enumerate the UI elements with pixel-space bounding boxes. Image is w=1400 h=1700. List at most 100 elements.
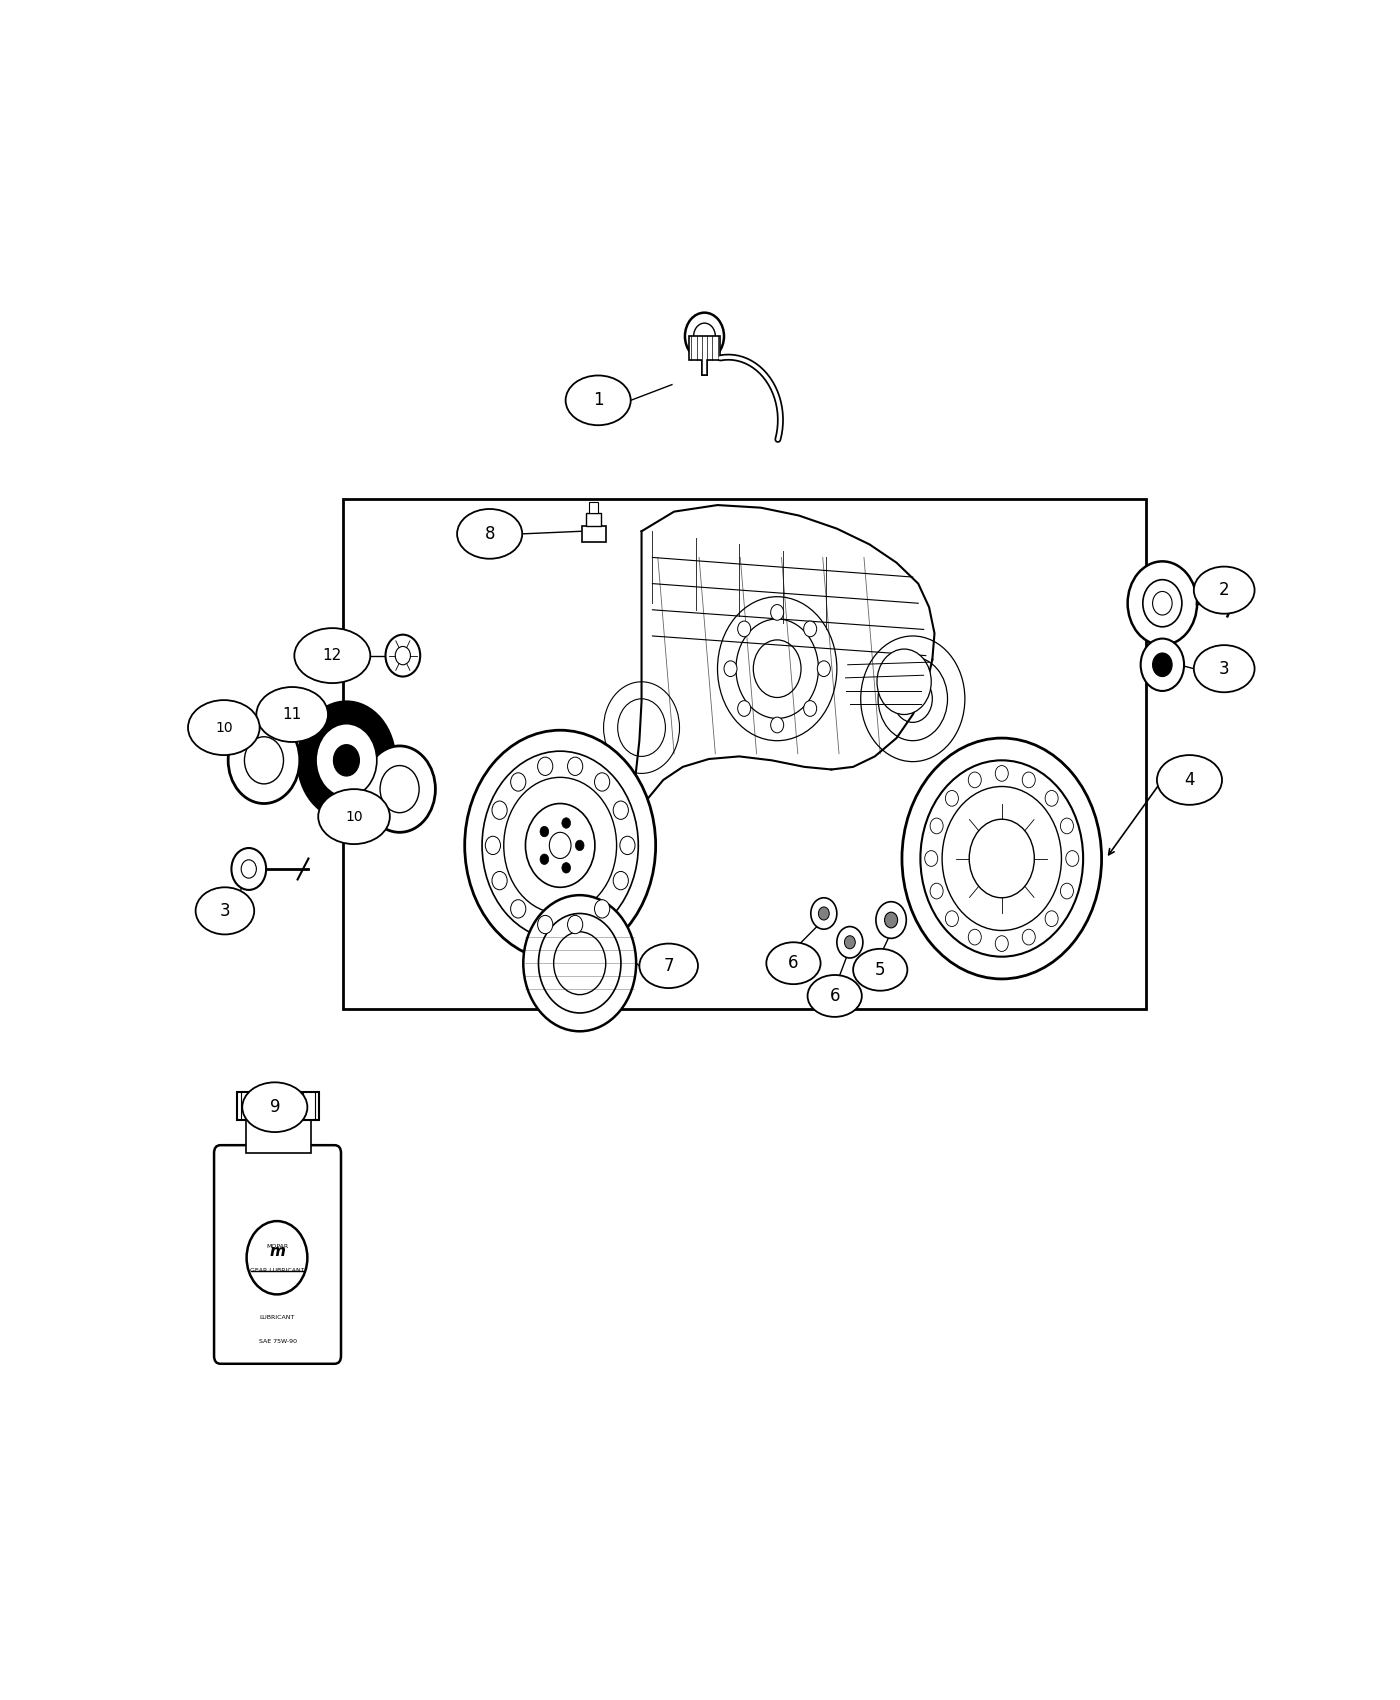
Circle shape (925, 850, 938, 867)
Circle shape (1127, 561, 1197, 644)
Circle shape (1022, 930, 1035, 945)
Circle shape (819, 906, 829, 920)
Circle shape (245, 736, 283, 784)
Circle shape (231, 848, 266, 889)
Circle shape (524, 896, 636, 1032)
Circle shape (945, 790, 959, 806)
Circle shape (1141, 639, 1184, 690)
Text: MOPAR: MOPAR (266, 1244, 288, 1249)
Circle shape (549, 833, 571, 858)
Circle shape (385, 634, 420, 677)
Circle shape (316, 724, 377, 797)
Circle shape (738, 620, 750, 638)
Circle shape (241, 860, 256, 879)
Circle shape (969, 930, 981, 945)
Circle shape (613, 872, 629, 889)
Text: 2: 2 (1219, 581, 1229, 598)
Ellipse shape (1194, 644, 1254, 692)
Ellipse shape (1194, 566, 1254, 614)
Text: SAE 75W-90: SAE 75W-90 (259, 1338, 297, 1343)
Circle shape (491, 801, 507, 819)
Circle shape (930, 818, 944, 833)
Bar (237, 1091, 319, 1120)
Bar (582, 525, 606, 542)
Ellipse shape (808, 976, 862, 1017)
Ellipse shape (566, 376, 630, 425)
Text: 11: 11 (283, 707, 302, 722)
Circle shape (1022, 772, 1035, 787)
Text: 9: 9 (270, 1098, 280, 1117)
Circle shape (1060, 818, 1074, 833)
Circle shape (379, 765, 419, 813)
Circle shape (333, 745, 360, 775)
Circle shape (1060, 884, 1074, 899)
Circle shape (811, 898, 837, 930)
Circle shape (844, 935, 855, 949)
Circle shape (930, 884, 944, 899)
Circle shape (620, 836, 636, 855)
Text: 7: 7 (664, 957, 673, 974)
Text: LUBRICANT: LUBRICANT (260, 1316, 295, 1319)
Circle shape (945, 911, 959, 927)
Circle shape (804, 700, 816, 716)
Circle shape (995, 935, 1008, 952)
Text: m: m (269, 1244, 286, 1258)
Circle shape (770, 605, 784, 620)
Circle shape (724, 661, 736, 677)
Bar (689, 337, 720, 360)
Circle shape (804, 620, 816, 638)
Circle shape (538, 915, 553, 933)
Circle shape (567, 756, 582, 775)
Circle shape (902, 738, 1102, 979)
Text: 8: 8 (484, 525, 496, 542)
Ellipse shape (853, 949, 907, 991)
Circle shape (538, 756, 553, 775)
Bar (245, 1120, 311, 1153)
Circle shape (553, 932, 606, 994)
Ellipse shape (1156, 755, 1222, 804)
Circle shape (995, 765, 1008, 782)
Bar (343, 498, 1147, 1010)
Circle shape (511, 774, 526, 790)
Circle shape (876, 901, 906, 938)
Circle shape (876, 649, 931, 714)
Circle shape (1065, 850, 1079, 867)
Ellipse shape (188, 700, 259, 755)
Text: 10: 10 (346, 809, 363, 823)
Circle shape (1046, 911, 1058, 927)
Circle shape (595, 774, 610, 790)
Ellipse shape (766, 942, 820, 984)
Circle shape (770, 717, 784, 733)
Ellipse shape (318, 789, 389, 845)
Circle shape (539, 913, 622, 1013)
FancyBboxPatch shape (214, 1146, 342, 1363)
Circle shape (561, 818, 571, 828)
Circle shape (575, 840, 584, 850)
Ellipse shape (456, 508, 522, 559)
Text: 12: 12 (322, 648, 342, 663)
Circle shape (567, 915, 582, 933)
Text: 10: 10 (216, 721, 232, 734)
Circle shape (246, 1221, 308, 1294)
Ellipse shape (242, 1083, 308, 1132)
Circle shape (511, 899, 526, 918)
Text: 6: 6 (788, 954, 798, 972)
Circle shape (738, 700, 750, 716)
Ellipse shape (294, 627, 370, 683)
Circle shape (1152, 653, 1172, 677)
Text: 5: 5 (875, 960, 885, 979)
Text: 4: 4 (1184, 772, 1194, 789)
Circle shape (613, 801, 629, 819)
Text: 3: 3 (220, 903, 230, 920)
Circle shape (685, 313, 724, 360)
Circle shape (540, 826, 549, 836)
Circle shape (595, 899, 610, 918)
Text: GEAR LUBRICANT: GEAR LUBRICANT (251, 1268, 305, 1273)
Circle shape (837, 927, 862, 959)
Circle shape (465, 731, 655, 960)
Circle shape (228, 717, 300, 804)
Text: 1: 1 (592, 391, 603, 410)
Ellipse shape (640, 944, 699, 988)
Circle shape (395, 646, 410, 665)
Circle shape (561, 862, 571, 874)
